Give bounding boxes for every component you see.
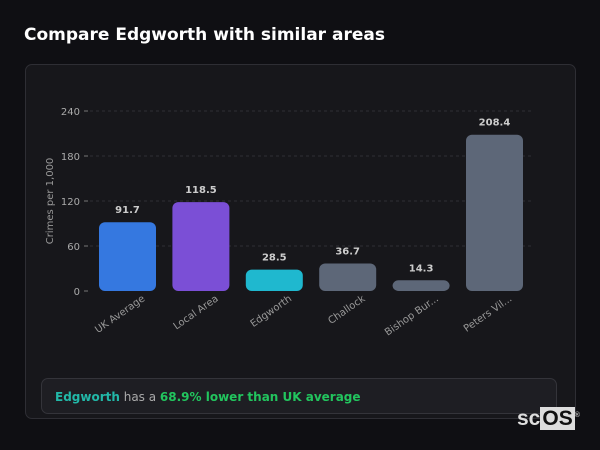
bar-4 xyxy=(392,280,450,291)
data-label: 118.5 xyxy=(185,185,217,196)
bar-2 xyxy=(245,269,303,291)
x-tick-label: Local Area xyxy=(172,293,221,332)
x-tick-label: Challock xyxy=(326,293,367,326)
y-tick-label: 180 xyxy=(61,152,80,163)
banner-text: has a xyxy=(119,390,160,404)
y-tick-label: 120 xyxy=(61,197,80,208)
y-tick-label: 60 xyxy=(67,242,80,253)
y-axis-label: Crimes per 1,000 xyxy=(45,158,56,245)
data-label: 208.4 xyxy=(479,118,511,129)
data-label: 91.7 xyxy=(115,205,140,216)
data-label: 36.7 xyxy=(335,246,360,257)
comparison-value: 68.9% lower than UK average xyxy=(159,390,361,404)
comparison-banner: Edgworth has a 68.9% lower than UK avera… xyxy=(41,378,557,414)
bar-3 xyxy=(319,263,377,291)
y-tick-label: 0 xyxy=(74,287,80,298)
x-tick-label: UK Average xyxy=(93,293,147,335)
logo: scOS ® xyxy=(517,407,580,430)
area-name: Edgworth xyxy=(55,390,120,404)
page-title: Compare Edgworth with similar areas xyxy=(24,25,385,45)
data-label: 28.5 xyxy=(262,253,287,264)
x-tick-label: Edgworth xyxy=(249,293,294,329)
x-tick-label: Bishop Bur... xyxy=(383,293,441,338)
x-tick-label: Peters Vil... xyxy=(462,293,514,334)
bar-5 xyxy=(466,134,523,291)
y-tick-label: 240 xyxy=(61,107,80,118)
bar-1 xyxy=(172,202,230,291)
bar-0 xyxy=(99,222,156,291)
data-label: 14.3 xyxy=(409,263,434,274)
